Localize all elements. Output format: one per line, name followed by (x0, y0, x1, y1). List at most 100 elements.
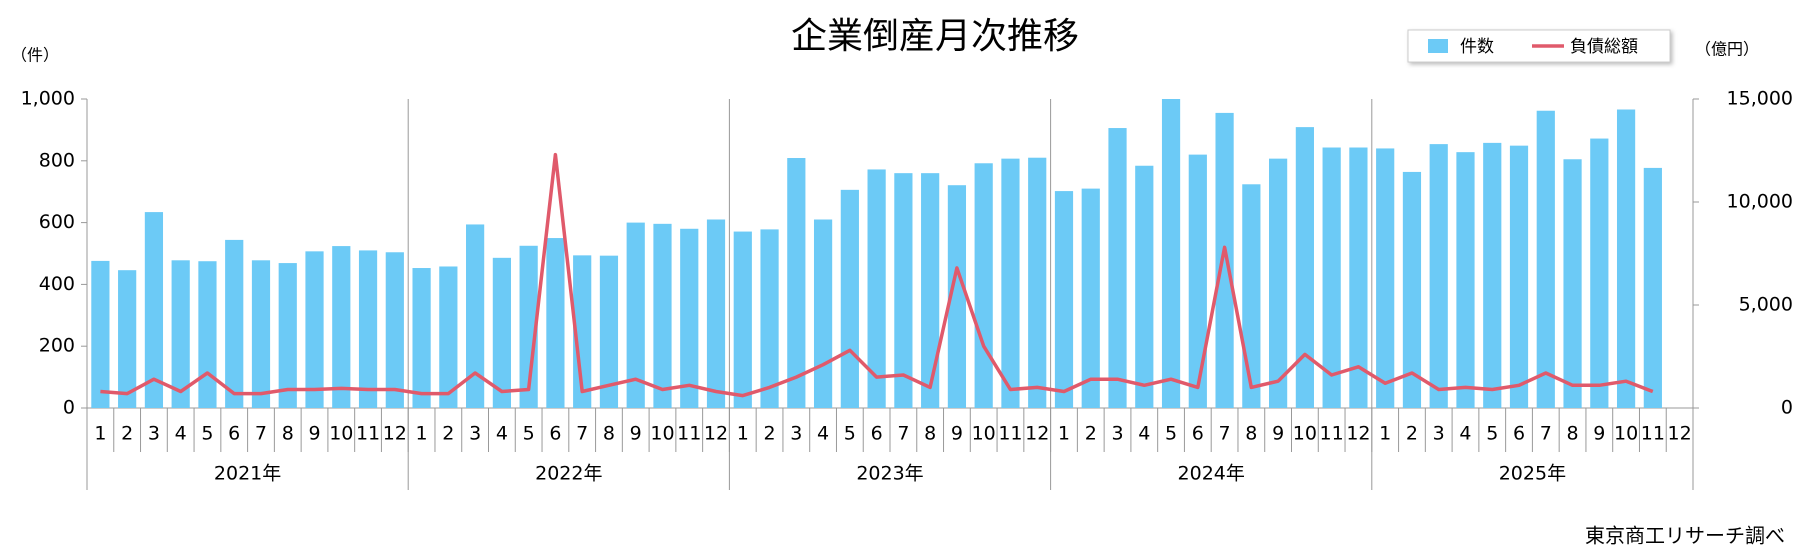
x-tick-label: 5 (523, 423, 535, 445)
x-tick-label: 12 (1668, 423, 1692, 445)
y2-tick-label: 5,000 (1739, 294, 1793, 316)
x-tick-label: 8 (1245, 423, 1257, 445)
x-tick-label: 12 (704, 423, 728, 445)
bar (492, 257, 511, 408)
bar (787, 158, 806, 408)
bar (921, 173, 940, 408)
x-tick-label: 3 (1433, 423, 1445, 445)
x-tick-label: 6 (549, 423, 561, 445)
bar (225, 239, 244, 408)
bar (1643, 167, 1662, 408)
x-tick-label: 1 (94, 423, 106, 445)
y-tick-label: 0 (63, 397, 75, 419)
bar (91, 260, 110, 408)
x-tick-label: 9 (1593, 423, 1605, 445)
x-tick-label: 11 (677, 423, 701, 445)
bar (385, 252, 404, 408)
y-tick-label: 1,000 (21, 88, 75, 110)
bar (519, 245, 538, 408)
bar (1349, 147, 1368, 408)
x-tick-label: 11 (356, 423, 380, 445)
bar (1242, 184, 1261, 408)
bar (278, 263, 297, 408)
year-label: 2022年 (535, 463, 602, 485)
legend-label: 件数 (1460, 37, 1494, 57)
bar (412, 268, 431, 408)
bar (599, 255, 619, 408)
bar (840, 189, 859, 408)
x-tick-label: 10 (1293, 423, 1317, 445)
bar (1215, 112, 1234, 408)
bar (1509, 145, 1529, 408)
bar (894, 173, 913, 408)
x-tick-label: 9 (951, 423, 963, 445)
x-tick-label: 8 (1567, 423, 1579, 445)
x-tick-label: 8 (924, 423, 936, 445)
bar (1536, 110, 1555, 408)
bar (760, 229, 779, 408)
source: 東京商工リサーチ調べ (1585, 524, 1785, 548)
bar (1322, 147, 1341, 408)
bar (1001, 158, 1020, 408)
year-label: 2021年 (214, 463, 281, 485)
bar (706, 219, 726, 408)
y2-unit: （億円） (1695, 40, 1759, 59)
x-tick-label: 5 (1165, 423, 1177, 445)
x-tick-label: 4 (175, 423, 187, 445)
bar (439, 266, 458, 408)
bar (813, 219, 833, 408)
bar (1376, 148, 1395, 408)
bar (573, 255, 592, 408)
year-label: 2023年 (856, 463, 923, 485)
bar (733, 231, 752, 408)
x-tick-label: 1 (1058, 423, 1070, 445)
x-tick-label: 4 (1459, 423, 1471, 445)
bar (118, 270, 137, 408)
x-tick-label: 10 (329, 423, 353, 445)
bar (1269, 158, 1288, 408)
bar (947, 185, 967, 408)
y-unit: （件） (11, 46, 59, 65)
x-tick-label: 7 (897, 423, 909, 445)
x-tick-label: 5 (1486, 423, 1498, 445)
bar (358, 250, 378, 408)
y2-tick-label: 0 (1781, 397, 1793, 419)
x-tick-label: 4 (817, 423, 829, 445)
bar (251, 260, 271, 408)
line (100, 152, 1654, 398)
y2-tick-label: 15,000 (1727, 88, 1793, 110)
x-tick-label: 5 (201, 423, 213, 445)
x-tick-label: 2 (1085, 423, 1097, 445)
x-tick-label: 9 (630, 423, 642, 445)
bar (1135, 165, 1154, 408)
x-tick-label: 8 (282, 423, 294, 445)
x-tick-label: 10 (972, 423, 996, 445)
x-tick-label: 2 (442, 423, 454, 445)
bar (171, 260, 190, 408)
x-tick-label: 1 (737, 423, 749, 445)
bar (546, 238, 565, 408)
x-tick-label: 3 (790, 423, 802, 445)
bar (1108, 128, 1127, 408)
x-tick-label: 7 (255, 423, 267, 445)
x-tick-label: 1 (1379, 423, 1391, 445)
x-tick-label: 7 (1219, 423, 1231, 445)
bar (1028, 157, 1047, 408)
y-tick-label: 600 (39, 211, 75, 233)
bar (332, 246, 351, 408)
bar (653, 223, 672, 408)
x-tick-label: 6 (1513, 423, 1525, 445)
x-tick-label: 4 (1138, 423, 1150, 445)
bar (680, 228, 699, 408)
x-tick-label: 3 (148, 423, 160, 445)
bar (1429, 144, 1448, 408)
bar (1295, 127, 1314, 408)
bar (1402, 171, 1422, 408)
x-tick-label: 6 (228, 423, 240, 445)
x-tick-label: 10 (650, 423, 674, 445)
bar (144, 212, 164, 408)
bar (305, 251, 324, 408)
bar (1456, 152, 1475, 408)
